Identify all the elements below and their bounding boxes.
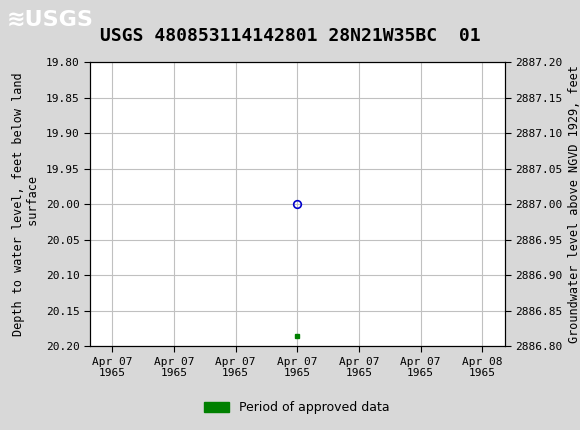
Y-axis label: Depth to water level, feet below land
 surface: Depth to water level, feet below land su… (12, 72, 40, 336)
Text: USGS 480853114142801 28N21W35BC  01: USGS 480853114142801 28N21W35BC 01 (100, 27, 480, 45)
Legend: Period of approved data: Period of approved data (200, 396, 395, 419)
Text: ≋USGS: ≋USGS (7, 10, 94, 30)
Y-axis label: Groundwater level above NGVD 1929, feet: Groundwater level above NGVD 1929, feet (568, 65, 580, 343)
